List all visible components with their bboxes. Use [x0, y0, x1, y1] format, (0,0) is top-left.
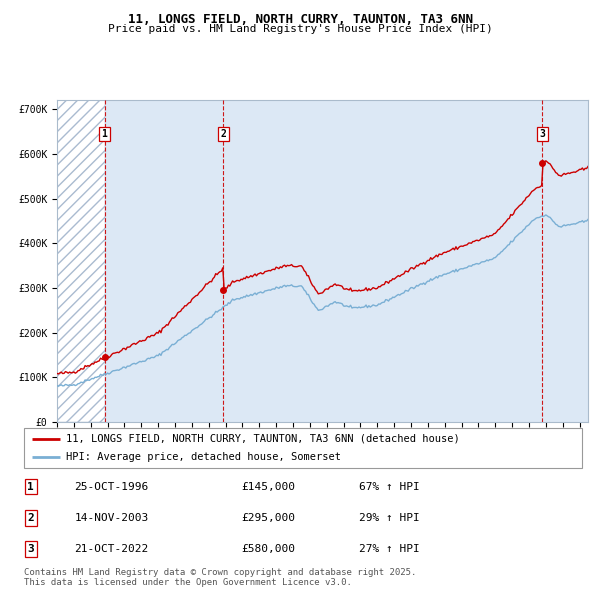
Text: 3: 3: [539, 129, 545, 139]
Text: 21-OCT-2022: 21-OCT-2022: [74, 544, 148, 554]
Bar: [104, 100, 223, 422]
Text: 1: 1: [28, 481, 34, 491]
Bar: [223, 100, 542, 422]
Text: 2: 2: [28, 513, 34, 523]
Text: 27% ↑ HPI: 27% ↑ HPI: [359, 544, 419, 554]
Text: 11, LONGS FIELD, NORTH CURRY, TAUNTON, TA3 6NN (detached house): 11, LONGS FIELD, NORTH CURRY, TAUNTON, T…: [66, 434, 460, 444]
Text: 67% ↑ HPI: 67% ↑ HPI: [359, 481, 419, 491]
Bar: [57, 100, 104, 422]
Text: Contains HM Land Registry data © Crown copyright and database right 2025.
This d: Contains HM Land Registry data © Crown c…: [24, 568, 416, 587]
Text: Price paid vs. HM Land Registry's House Price Index (HPI): Price paid vs. HM Land Registry's House …: [107, 24, 493, 34]
Bar: [542, 100, 588, 422]
Text: £580,000: £580,000: [242, 544, 296, 554]
Text: 14-NOV-2003: 14-NOV-2003: [74, 513, 148, 523]
Text: 11, LONGS FIELD, NORTH CURRY, TAUNTON, TA3 6NN: 11, LONGS FIELD, NORTH CURRY, TAUNTON, T…: [128, 13, 473, 26]
Text: 25-OCT-1996: 25-OCT-1996: [74, 481, 148, 491]
Text: 2: 2: [220, 129, 226, 139]
Text: £145,000: £145,000: [242, 481, 296, 491]
Text: HPI: Average price, detached house, Somerset: HPI: Average price, detached house, Some…: [66, 452, 341, 462]
Text: 1: 1: [101, 129, 107, 139]
Text: £295,000: £295,000: [242, 513, 296, 523]
FancyBboxPatch shape: [24, 428, 582, 468]
Bar: [57, 100, 104, 422]
Text: 29% ↑ HPI: 29% ↑ HPI: [359, 513, 419, 523]
Text: 3: 3: [28, 544, 34, 554]
